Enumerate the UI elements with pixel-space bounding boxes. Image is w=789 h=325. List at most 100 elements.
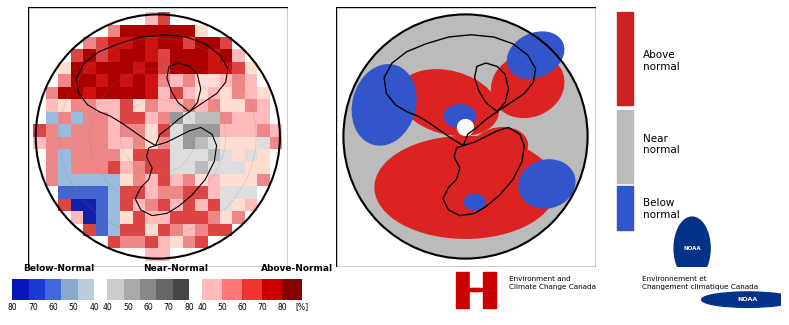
Bar [170, 74, 183, 87]
Bar [270, 136, 282, 149]
Bar [282, 279, 301, 300]
Ellipse shape [507, 32, 563, 78]
Bar [121, 87, 133, 99]
Bar [183, 199, 195, 211]
Bar [233, 199, 245, 211]
Bar [108, 49, 121, 62]
Text: 70: 70 [28, 303, 38, 312]
Bar [195, 37, 208, 49]
Bar [95, 111, 108, 124]
Bar [83, 74, 95, 87]
Bar [158, 37, 170, 49]
Bar [156, 279, 173, 300]
Bar [183, 74, 195, 87]
Bar [195, 124, 208, 136]
Bar [257, 111, 270, 124]
Bar [108, 236, 121, 248]
Bar [183, 211, 195, 224]
Bar [71, 99, 83, 111]
Ellipse shape [492, 54, 564, 117]
Bar [483, 272, 496, 308]
Bar [195, 224, 208, 236]
Bar [121, 62, 133, 74]
Text: Below
normal: Below normal [642, 199, 679, 220]
Bar [45, 279, 62, 300]
Bar [95, 99, 108, 111]
Bar [121, 162, 133, 174]
Bar [108, 174, 121, 186]
Bar [133, 211, 145, 224]
Bar [220, 224, 233, 236]
Bar [233, 111, 245, 124]
Bar [222, 279, 242, 300]
Bar [170, 199, 183, 211]
Bar [121, 211, 133, 224]
Bar [245, 87, 257, 99]
Bar [95, 49, 108, 62]
Bar [220, 87, 233, 99]
Bar [220, 199, 233, 211]
Bar [208, 49, 220, 62]
Bar [95, 62, 108, 74]
Bar [145, 186, 158, 199]
Bar [170, 174, 183, 186]
Bar [257, 149, 270, 162]
Bar [58, 199, 71, 211]
Bar [13, 279, 28, 300]
Bar [133, 25, 145, 37]
Bar [121, 74, 133, 87]
Text: 60: 60 [237, 303, 247, 312]
Bar [195, 111, 208, 124]
Bar [220, 124, 233, 136]
Bar [183, 37, 195, 49]
Bar [121, 174, 133, 186]
Bar [245, 149, 257, 162]
Bar [208, 162, 220, 174]
Bar [83, 149, 95, 162]
Bar [170, 49, 183, 62]
Bar [28, 279, 45, 300]
Bar [133, 99, 145, 111]
Bar [145, 62, 158, 74]
Bar [170, 162, 183, 174]
Bar [220, 162, 233, 174]
Bar [71, 62, 83, 74]
Bar [58, 62, 71, 74]
Text: 40: 40 [89, 303, 99, 312]
Bar [183, 236, 195, 248]
Circle shape [458, 120, 473, 136]
Bar [220, 136, 233, 149]
Bar [158, 12, 170, 25]
Bar [208, 111, 220, 124]
Bar [46, 111, 58, 124]
Text: 50: 50 [123, 303, 133, 312]
Bar [108, 149, 121, 162]
Bar [71, 174, 83, 186]
Bar [220, 211, 233, 224]
Bar [195, 186, 208, 199]
Bar [108, 162, 121, 174]
Bar [158, 224, 170, 236]
Bar [46, 162, 58, 174]
Bar [83, 37, 95, 49]
Bar [195, 25, 208, 37]
Bar [108, 199, 121, 211]
Bar [183, 49, 195, 62]
Bar [233, 124, 245, 136]
Bar [95, 136, 108, 149]
Bar [71, 87, 83, 99]
Text: 40: 40 [197, 303, 208, 312]
Bar [133, 136, 145, 149]
Bar [617, 186, 633, 230]
Bar [83, 49, 95, 62]
Text: Environment and
Climate Change Canada: Environment and Climate Change Canada [510, 277, 596, 290]
Text: 80: 80 [8, 303, 17, 312]
Bar [170, 111, 183, 124]
Bar [183, 87, 195, 99]
Bar [195, 99, 208, 111]
Bar [245, 124, 257, 136]
Bar [158, 174, 170, 186]
Text: 70: 70 [164, 303, 174, 312]
Bar [145, 236, 158, 248]
Bar [46, 174, 58, 186]
